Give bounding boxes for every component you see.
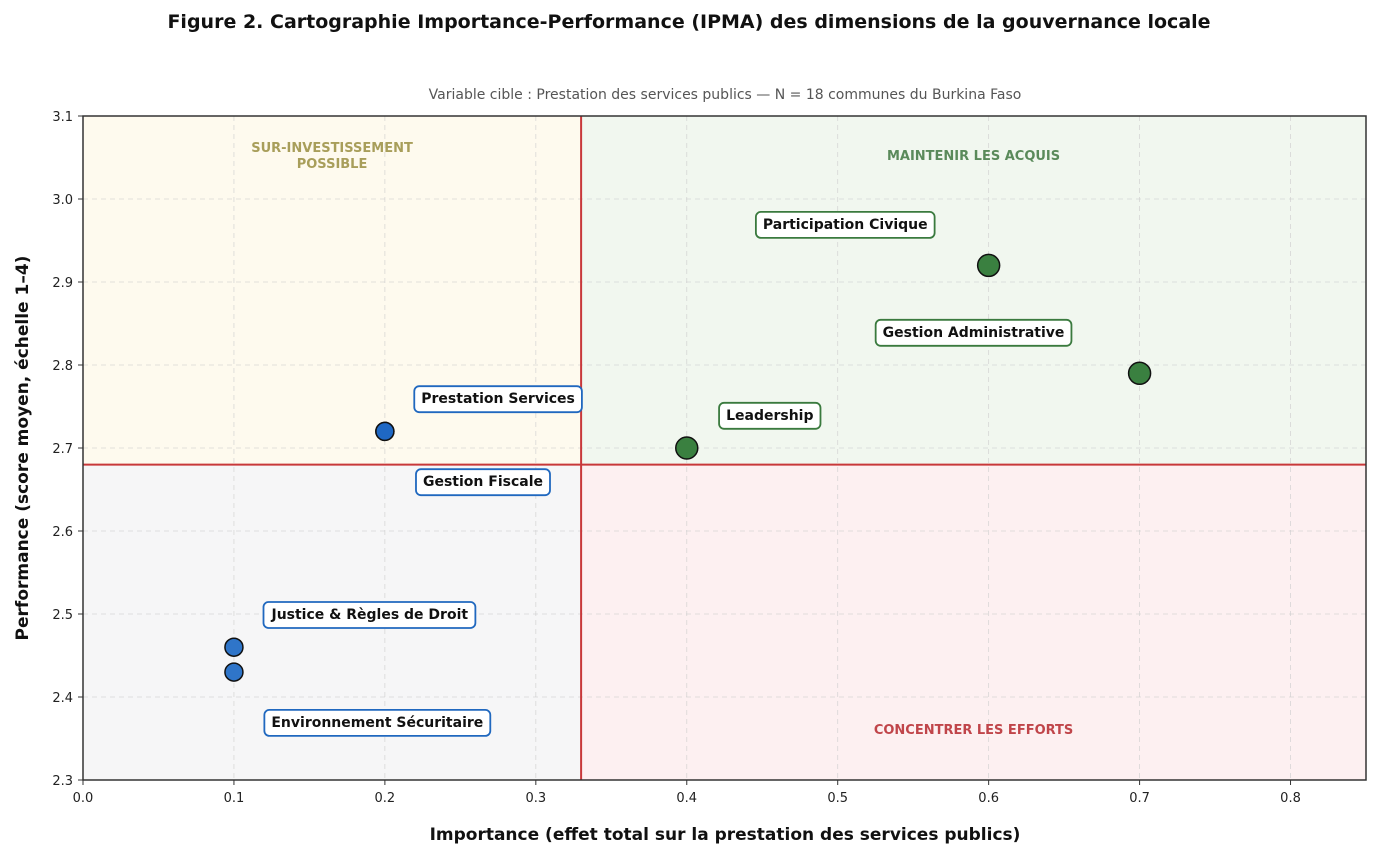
y-tick-label: 2.6 [52,525,73,540]
quadrant-bottom-right [581,464,1366,780]
quadrant-top-right [581,116,1366,465]
quadrant-backgrounds [83,116,1366,780]
y-tick-label: 2.7 [52,442,73,457]
y-tick-label: 2.4 [52,691,73,706]
point-label-text: Participation Civique [763,217,928,233]
data-point [375,421,395,442]
point-label: Leadership [718,401,822,430]
y-tick-label: 3.1 [52,110,73,125]
point-label-box [413,385,583,414]
point-label-text: Prestation Services [421,391,575,407]
threshold-lines [83,116,1366,780]
point-label: Gestion Administrative [874,318,1073,347]
x-axis-label: Importance (effet total sur la prestatio… [430,825,1021,845]
point-label-box [754,210,936,239]
point-label-box [874,318,1073,347]
point-label-text: Environnement Sécuritaire [271,715,483,731]
data-point [224,637,244,657]
point-label-text: Justice & Règles de Droit [270,607,468,623]
chart-title: Figure 2. Cartographie Importance-Perfor… [167,11,1210,33]
point-label: Environnement Sécuritaire [263,709,492,737]
x-tick-label: 0.3 [525,791,546,806]
point-labels: Participation Civique Gestion Administrat… [262,210,1073,737]
point-label-text: Gestion Administrative [883,325,1065,341]
y-tick-label: 2.3 [52,774,73,789]
x-tick-label: 0.5 [827,791,848,806]
x-axis-ticks: 0.0 0.1 0.2 0.3 0.4 0.5 0.6 0.7 0.8 [73,780,1301,806]
point-label: Prestation Services [413,385,583,414]
data-point [675,436,699,460]
chart-subtitle: Variable cible : Prestation des services… [429,87,1022,103]
y-tick-label: 2.5 [52,608,73,623]
point-label-text: Gestion Fiscale [423,474,543,490]
point-label: Justice & Règles de Droit [262,601,477,629]
y-axis-label: Performance (score moyen, échelle 1–4) [13,256,33,641]
quadrant-label-top-left: SUR-INVESTISSEMENT POSSIBLE [251,141,413,172]
data-point [224,662,244,682]
y-axis-ticks: 2.3 2.4 2.5 2.6 2.7 2.8 2.9 3.0 3.1 [52,110,83,789]
quadrant-label-line: POSSIBLE [297,157,368,172]
y-tick-label: 3.0 [52,193,73,208]
data-points [224,253,1152,682]
x-tick-label: 0.8 [1280,791,1301,806]
quadrant-label-line: MAINTENIR LES ACQUIS [887,149,1060,164]
x-tick-label: 0.0 [73,791,94,806]
quadrant-label-line: CONCENTRER LES EFFORTS [874,723,1073,738]
data-point [1127,361,1152,386]
x-tick-label: 0.4 [676,791,697,806]
quadrant-label-bottom-right: CONCENTRER LES EFFORTS [874,723,1073,738]
x-tick-label: 0.6 [978,791,999,806]
x-tick-label: 0.7 [1129,791,1150,806]
point-label: Participation Civique [754,210,936,239]
quadrant-label-top-right: MAINTENIR LES ACQUIS [887,149,1060,164]
point-label-box [263,709,492,737]
data-point [976,253,1001,278]
point-label-box [415,468,551,497]
point-label-box [262,601,477,629]
y-tick-label: 2.8 [52,359,73,374]
point-label: Gestion Fiscale [415,468,551,497]
x-tick-label: 0.1 [224,791,245,806]
y-tick-label: 2.9 [52,276,73,291]
x-tick-label: 0.2 [375,791,396,806]
quadrant-label-line: SUR-INVESTISSEMENT [251,141,413,156]
point-label-text: Leadership [726,408,813,424]
point-label-box [718,401,822,430]
